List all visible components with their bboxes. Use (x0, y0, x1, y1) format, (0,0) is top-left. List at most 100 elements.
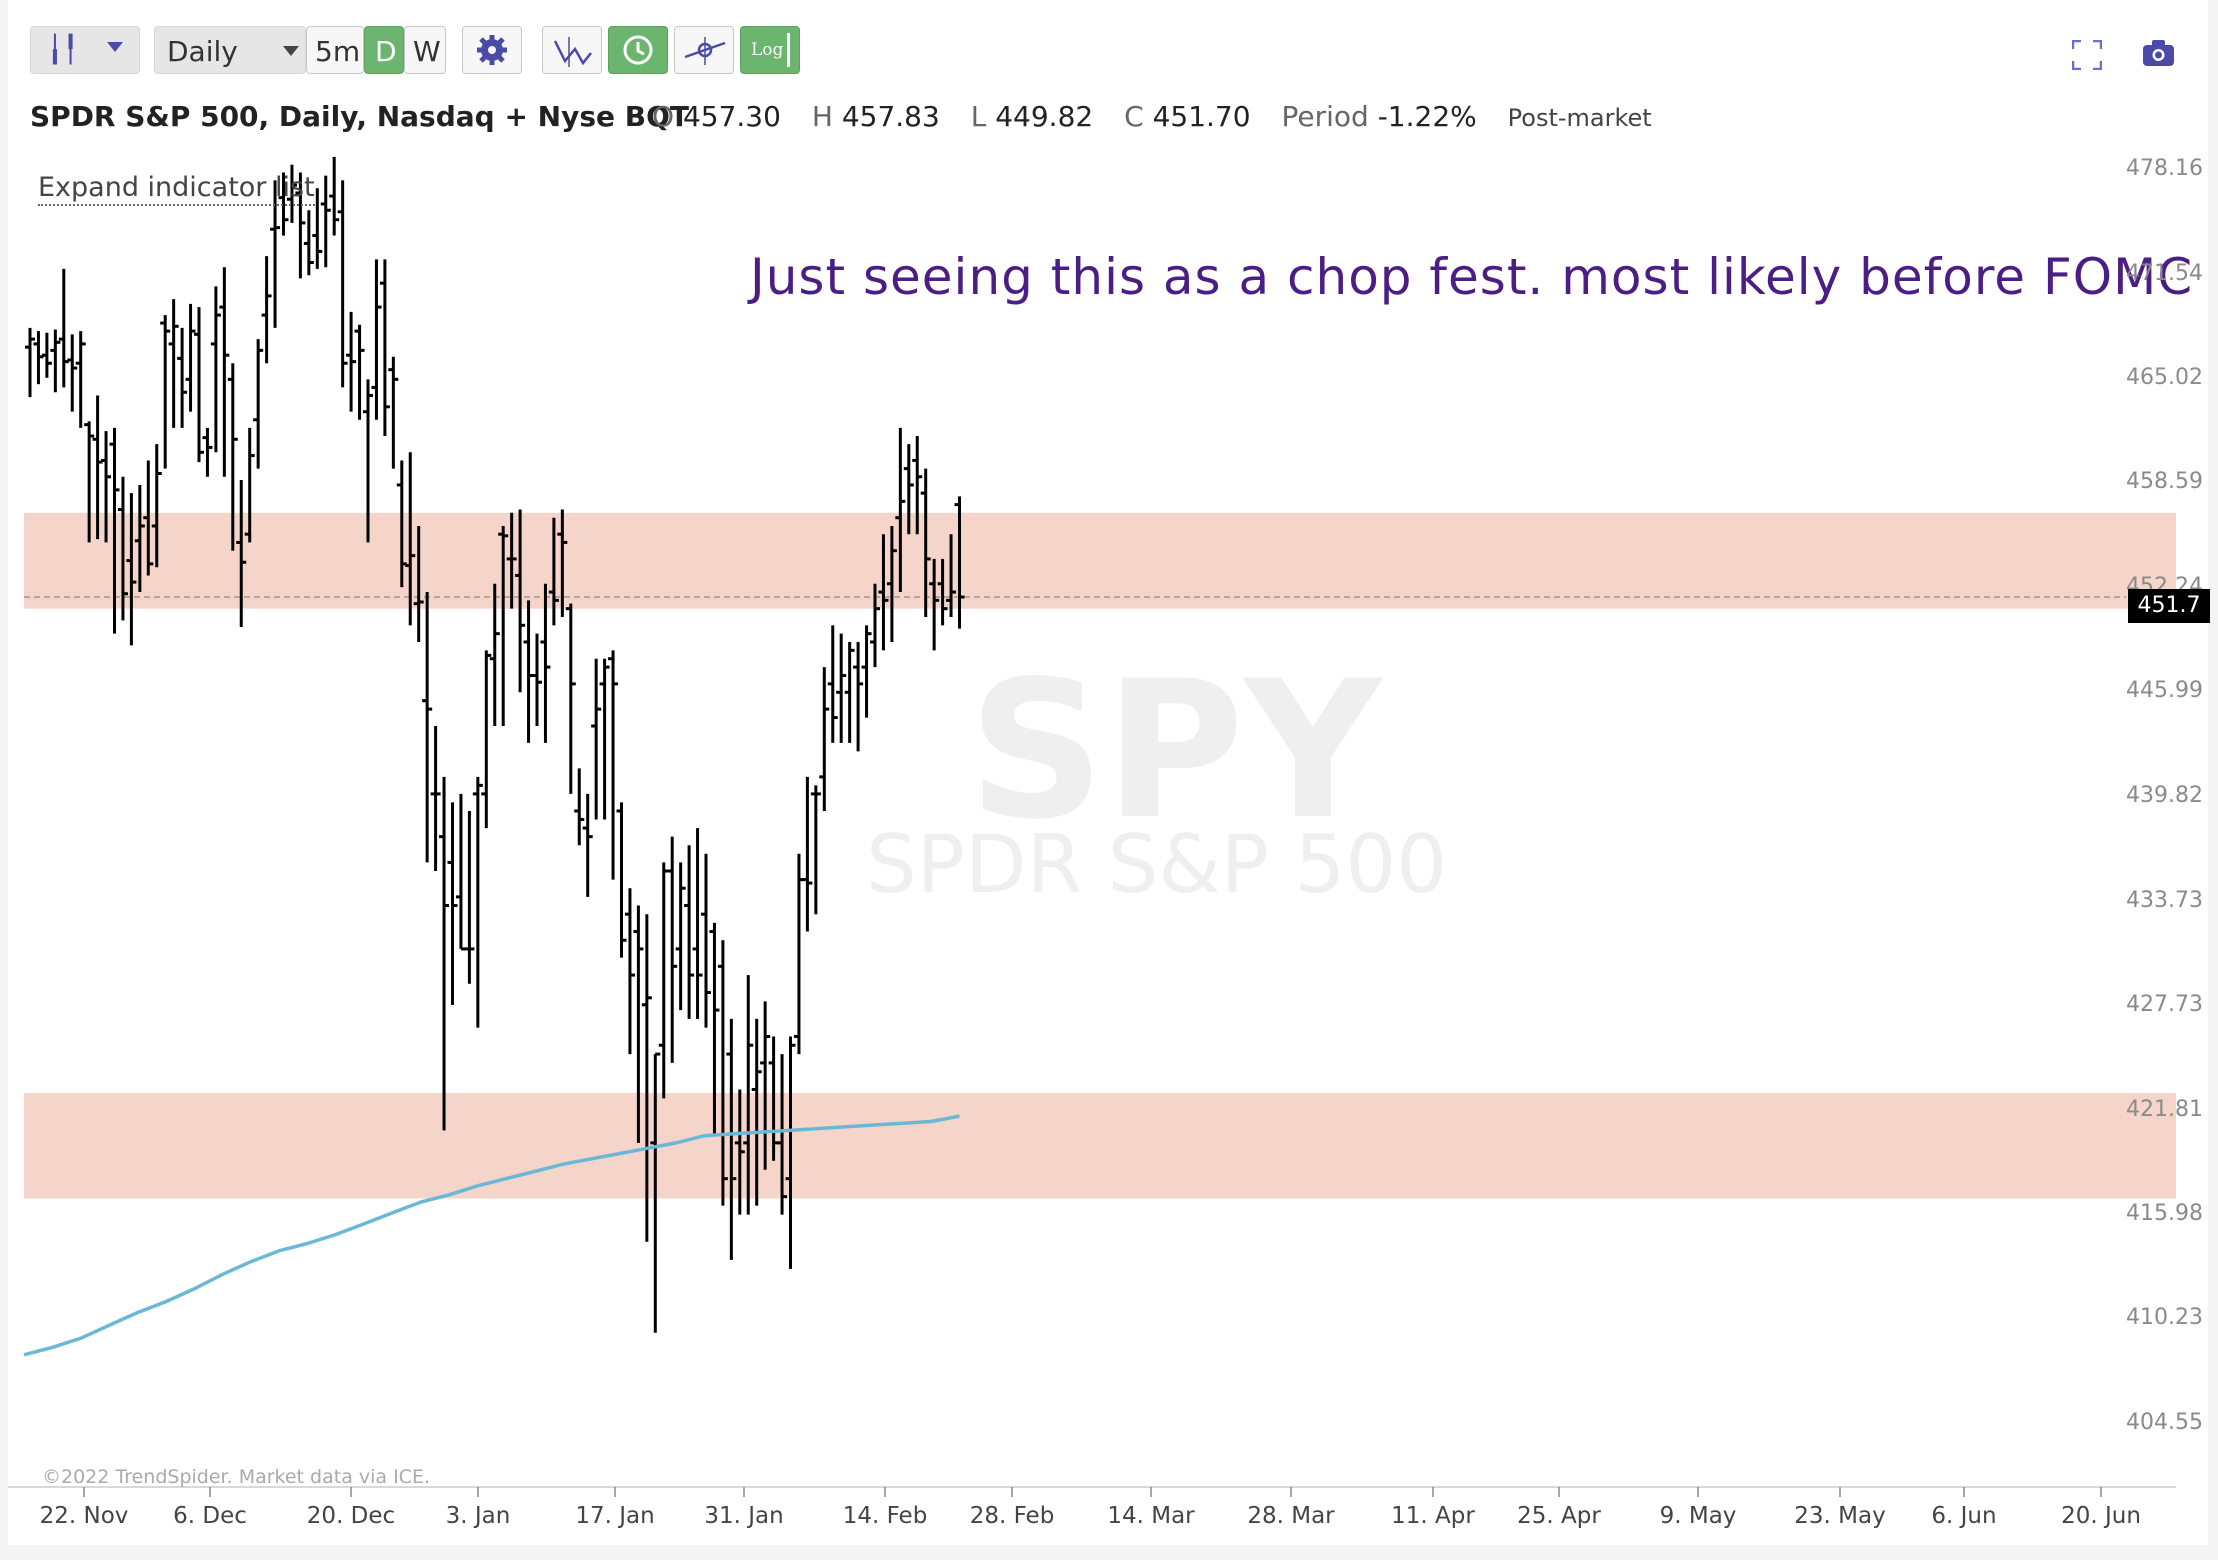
ohlc-bar[interactable] (481, 650, 492, 829)
ohlc-bar[interactable] (455, 793, 466, 951)
ohlc-bar[interactable] (134, 484, 145, 593)
ohlc-bar[interactable] (236, 480, 247, 627)
ohlc-bar[interactable] (219, 267, 230, 477)
ohlc-bar[interactable] (565, 603, 576, 794)
replay-clock-button[interactable] (608, 26, 668, 74)
ohlc-bar[interactable] (954, 496, 965, 629)
ohlc-bar[interactable] (853, 642, 864, 752)
ohlc-bar[interactable] (489, 583, 500, 727)
ohlc-bar[interactable] (895, 427, 906, 593)
ohlc-bar[interactable] (109, 427, 120, 634)
ohlc-bar[interactable] (608, 650, 619, 880)
ohlc-bar[interactable] (557, 509, 568, 617)
ohlc-bar[interactable] (25, 327, 35, 398)
ohlc-bar[interactable] (658, 862, 669, 1099)
ohlc-bar[interactable] (616, 802, 627, 958)
ohlc-bar[interactable] (185, 303, 196, 412)
ohlc-bar[interactable] (405, 452, 416, 626)
ohlc-bar[interactable] (582, 793, 593, 897)
ohlc-bar[interactable] (160, 315, 171, 469)
ohlc-bar[interactable] (143, 460, 154, 576)
ohlc-bar[interactable] (177, 327, 188, 428)
ohlc-bar[interactable] (591, 658, 602, 820)
crosshair-button[interactable] (674, 26, 734, 74)
ohlc-bar[interactable] (523, 600, 534, 743)
ohlc-bar[interactable] (641, 914, 652, 1242)
ohlc-bar[interactable] (303, 210, 314, 276)
ohlc-bar[interactable] (819, 667, 830, 811)
ohlc-bar[interactable] (709, 922, 720, 1134)
ohlc-bar[interactable] (413, 525, 424, 643)
ohlc-bar[interactable] (346, 311, 357, 412)
ohlc-bar[interactable] (810, 785, 821, 915)
ohlc-bar[interactable] (548, 517, 559, 626)
ohlc-bar[interactable] (734, 1089, 745, 1215)
ohlc-bar[interactable] (210, 286, 221, 453)
ohlc-bar[interactable] (33, 331, 44, 385)
ohlc-bar[interactable] (422, 592, 433, 863)
ohlc-bar[interactable] (439, 776, 450, 1131)
interval-dropdown[interactable]: Daily (154, 26, 306, 74)
ohlc-bar[interactable] (633, 905, 644, 1143)
drawing-tool-button[interactable] (542, 26, 602, 74)
expand-indicator-list[interactable]: Expand indicator list (38, 172, 315, 206)
ohlc-bar[interactable] (540, 583, 551, 743)
ohlc-bar[interactable] (126, 493, 137, 646)
ohlc-bar[interactable] (515, 509, 526, 693)
ohlc-bar[interactable] (870, 583, 880, 668)
zone-resistance[interactable] (24, 512, 2176, 609)
ohlc-bar[interactable] (371, 259, 382, 420)
ohlc-bar[interactable] (878, 534, 889, 651)
ohlc-bar[interactable] (777, 1054, 788, 1215)
ohlc-bar[interactable] (802, 776, 813, 932)
ohlc-bar[interactable] (84, 421, 95, 543)
ohlc-bar[interactable] (844, 642, 855, 743)
ohlc-bar[interactable] (354, 324, 365, 420)
fullscreen-button[interactable] (2071, 39, 2103, 71)
interval-d-button[interactable]: D (364, 26, 404, 74)
ohlc-bar[interactable] (92, 395, 103, 540)
zone-support[interactable] (24, 1093, 2176, 1199)
ohlc-bar[interactable] (312, 188, 323, 269)
ohlc-bar[interactable] (498, 525, 509, 727)
settings-button[interactable] (462, 26, 522, 74)
ohlc-bar[interactable] (447, 802, 458, 1005)
ohlc-bar[interactable] (785, 1036, 796, 1269)
ohlc-bar[interactable] (929, 558, 940, 651)
log-scale-button[interactable]: Log (740, 26, 800, 74)
ohlc-bar[interactable] (117, 476, 128, 621)
interval-w-button[interactable]: W (404, 26, 446, 74)
ohlc-bar[interactable] (599, 658, 610, 820)
ohlc-bar[interactable] (946, 534, 957, 617)
ohlc-bar[interactable] (574, 768, 585, 846)
ohlc-bar[interactable] (684, 845, 695, 1019)
ohlc-bar[interactable] (743, 975, 754, 1215)
ohlc-bar[interactable] (675, 862, 686, 1011)
ohlc-bar[interactable] (472, 776, 483, 1028)
ohlc-bar[interactable] (836, 633, 847, 743)
ohlc-bar[interactable] (396, 460, 407, 588)
screenshot-button[interactable] (2142, 38, 2176, 68)
ohlc-bar[interactable] (286, 164, 297, 223)
ohlc-bar[interactable] (253, 339, 264, 469)
ohlc-bar[interactable] (726, 1018, 737, 1260)
ohlc-bar[interactable] (886, 525, 897, 643)
ohlc-bar[interactable] (912, 436, 923, 535)
chart-canvas[interactable] (8, 0, 2208, 1545)
ohlc-bar[interactable] (261, 256, 272, 364)
ohlc-bar[interactable] (692, 828, 703, 1019)
chart-annotation[interactable]: Just seeing this as a chop fest. most li… (750, 248, 2194, 306)
ohlc-bar[interactable] (650, 1052, 661, 1333)
ohlc-bar[interactable] (58, 268, 69, 388)
ohlc-bar[interactable] (101, 431, 112, 543)
ohlc-bar[interactable] (379, 259, 390, 437)
ohlc-bar[interactable] (751, 1018, 762, 1206)
ohlc-bar[interactable] (827, 625, 838, 743)
ohlc-bar[interactable] (168, 299, 179, 428)
ohlc-bar[interactable] (624, 888, 635, 1055)
ohlc-bar[interactable] (151, 444, 162, 568)
ohlc-bar[interactable] (41, 332, 52, 378)
ohlc-bar[interactable] (295, 172, 306, 279)
interval-5m-button[interactable]: 5m (306, 26, 364, 74)
ohlc-bar[interactable] (194, 307, 204, 463)
